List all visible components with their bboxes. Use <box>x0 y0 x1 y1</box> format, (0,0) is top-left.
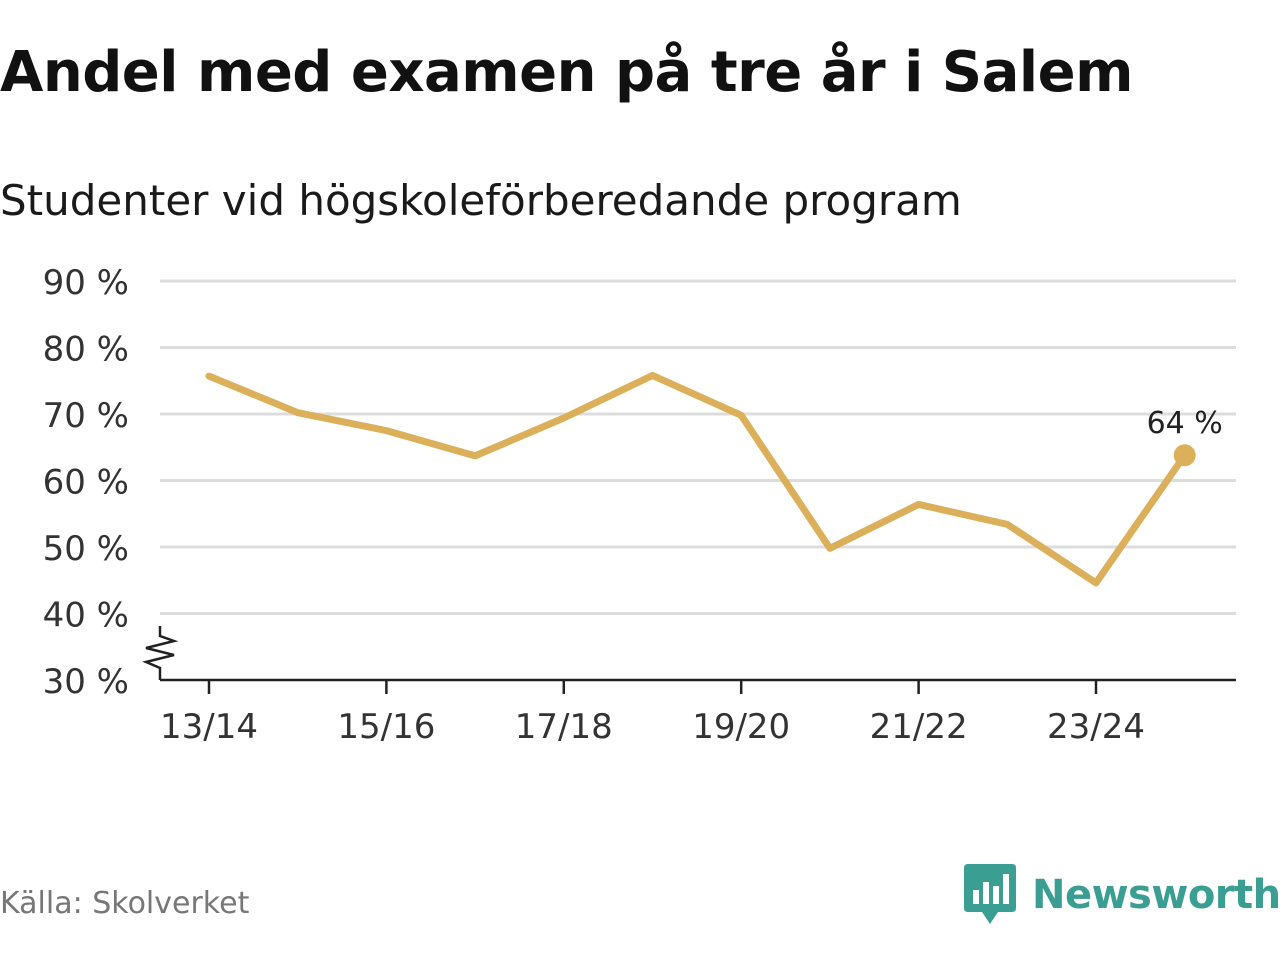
y-tick-label: 30 % <box>43 662 129 702</box>
brand-logo[interactable]: Newsworthy <box>964 864 1280 926</box>
chart-subtitle: Studenter vid högskoleförberedande progr… <box>0 176 962 225</box>
x-tick-label: 21/22 <box>870 707 968 747</box>
axes <box>142 626 1236 694</box>
chart-title: Andel med examen på tre år i Salem <box>0 40 1133 105</box>
y-tick-label: 90 % <box>43 263 129 303</box>
x-tick-label: 17/18 <box>515 707 613 747</box>
data-labels: 64 % <box>1147 406 1223 441</box>
x-tick-labels: 13/14 15/16 17/18 19/20 21/22 23/24 <box>160 707 1145 747</box>
y-tick-labels: 30 % 40 % 50 % 60 % 70 % 80 % 90 % <box>43 263 129 702</box>
axis-break-marker <box>142 626 179 680</box>
y-tick-label: 60 % <box>43 463 129 503</box>
end-point-marker <box>1173 444 1196 467</box>
y-tick-label: 80 % <box>43 330 129 370</box>
brand-name: Newsworthy <box>1032 872 1280 918</box>
source-note: Källa: Skolverket <box>0 886 250 921</box>
x-tick-label: 15/16 <box>337 707 435 747</box>
x-tick-label: 19/20 <box>692 707 790 747</box>
y-tick-label: 50 % <box>43 529 129 569</box>
grid-lines <box>160 279 1236 615</box>
x-tick-label: 13/14 <box>160 707 258 747</box>
x-tick-label: 23/24 <box>1047 707 1145 747</box>
series-line <box>205 371 1189 587</box>
bar-chart-speech-bubble-icon <box>964 864 1016 924</box>
data-series <box>205 371 1196 587</box>
y-tick-label: 70 % <box>43 396 129 436</box>
end-value-label: 64 % <box>1147 406 1223 441</box>
y-tick-label: 40 % <box>43 596 129 636</box>
